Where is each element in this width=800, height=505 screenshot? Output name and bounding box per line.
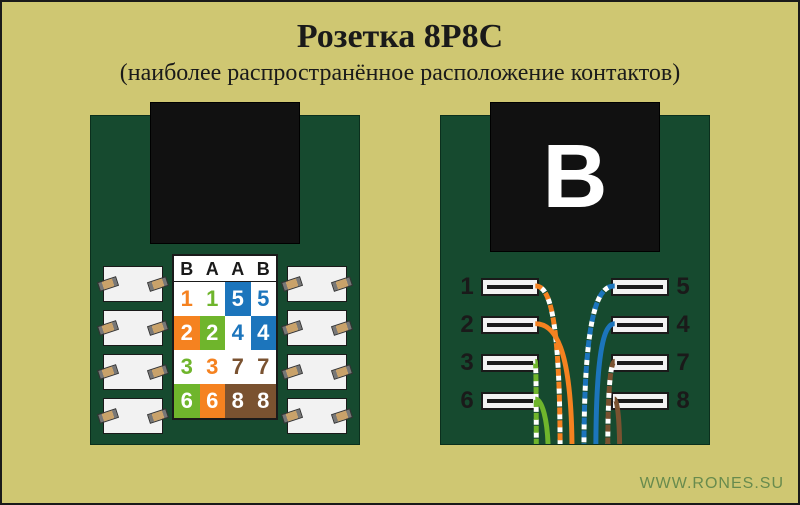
- idc-col-left: [103, 266, 163, 442]
- pin-row: 3: [457, 344, 543, 382]
- pcb-right: B 1 2 3 6 5 4 7 8: [440, 115, 710, 445]
- subtitle: (наиболее распространённое расположение …: [2, 60, 798, 87]
- pinout-cell: 3: [174, 350, 200, 384]
- hdr-cell: B: [174, 256, 200, 281]
- pin-col-right: 5 4 7 8: [607, 268, 693, 420]
- pin-number: 7: [673, 351, 693, 375]
- pinout-cell: 4: [251, 316, 277, 350]
- pinout-cell: 6: [174, 384, 200, 418]
- idc-col-right: [287, 266, 347, 442]
- idc-slot: [103, 398, 163, 434]
- pin-slot: [611, 392, 669, 410]
- idc-slot: [103, 310, 163, 346]
- pin-number: 6: [457, 389, 477, 413]
- idc-slot: [287, 354, 347, 390]
- pin-row: 8: [607, 382, 693, 420]
- hdr-cell: A: [200, 256, 226, 281]
- pinout-row: 1155: [174, 282, 276, 316]
- idc-slot: [103, 354, 163, 390]
- pinout-cell: 5: [225, 282, 251, 316]
- idc-slot: [287, 398, 347, 434]
- pinout-cell: 7: [251, 350, 277, 384]
- pin-col-left: 1 2 3 6: [457, 268, 543, 420]
- pin-row: 2: [457, 306, 543, 344]
- pin-row: 5: [607, 268, 693, 306]
- pin-slot: [611, 354, 669, 372]
- pinout-cell: 2: [200, 316, 226, 350]
- pin-number: 4: [673, 313, 693, 337]
- pin-row: 4: [607, 306, 693, 344]
- pinout-row: 6688: [174, 384, 276, 418]
- pinout-header: B A A B: [174, 256, 276, 282]
- boards: B A A B 1155224433776688 B 1236 5478: [2, 115, 798, 445]
- pin-row: 1: [457, 268, 543, 306]
- pinout-cell: 4: [225, 316, 251, 350]
- pin-slot: [481, 316, 539, 334]
- pinout-cell: 5: [251, 282, 277, 316]
- idc-slot: [287, 310, 347, 346]
- pin-slot: [611, 316, 669, 334]
- pinout-cell: 3: [200, 350, 226, 384]
- watermark: WWW.RONES.SU: [640, 475, 784, 493]
- pin-number: 3: [457, 351, 477, 375]
- pinout-label: B A A B 1155224433776688: [172, 254, 278, 420]
- pinout-cell: 1: [200, 282, 226, 316]
- pin-row: 7: [607, 344, 693, 382]
- idc-slot: [287, 266, 347, 302]
- pin-number: 1: [457, 275, 477, 299]
- hdr-cell: B: [251, 256, 277, 281]
- connector-left: [150, 102, 300, 244]
- idc-slot: [103, 266, 163, 302]
- pin-slot: [481, 392, 539, 410]
- pinout-cell: 8: [251, 384, 277, 418]
- pin-slot: [611, 278, 669, 296]
- pinout-row: 3377: [174, 350, 276, 384]
- pinout-cell: 2: [174, 316, 200, 350]
- pinout-row: 2244: [174, 316, 276, 350]
- hdr-cell: A: [225, 256, 251, 281]
- pinout-cell: 7: [225, 350, 251, 384]
- pinout-cell: 8: [225, 384, 251, 418]
- pin-number: 5: [673, 275, 693, 299]
- pinout-cell: 1: [174, 282, 200, 316]
- pin-number: 8: [673, 389, 693, 413]
- pin-slot: [481, 354, 539, 372]
- scheme-letter: B: [543, 132, 608, 222]
- pin-slot: [481, 278, 539, 296]
- connector-right: B: [490, 102, 660, 252]
- title: Розетка 8P8C: [2, 2, 798, 56]
- pinout-cell: 6: [200, 384, 226, 418]
- pcb-left: B A A B 1155224433776688: [90, 115, 360, 445]
- pin-row: 6: [457, 382, 543, 420]
- pin-number: 2: [457, 313, 477, 337]
